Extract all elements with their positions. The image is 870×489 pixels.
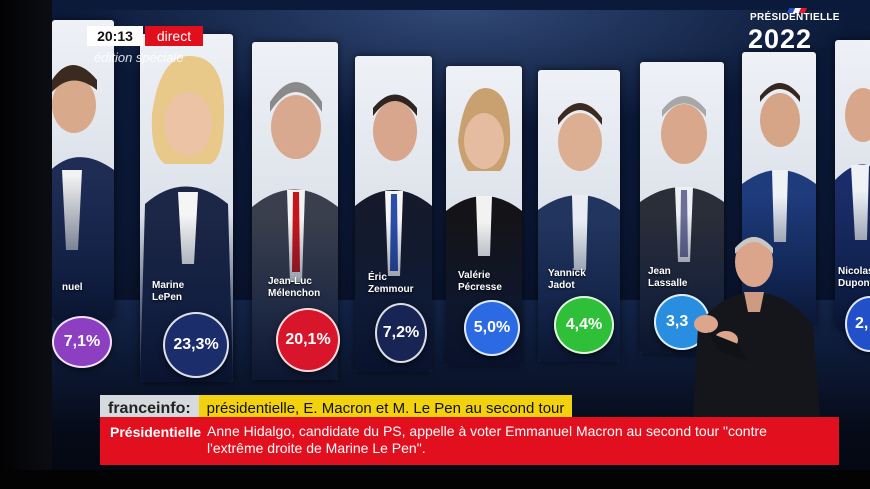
candidate-name-line2: Mélenchon [268,288,321,299]
candidate-score: 7,1% [52,316,112,368]
candidate-panel-1 [52,20,114,320]
candidate-name-line2: LePen [152,292,183,303]
live-badge: direct [145,26,203,46]
candidate-score: 5,0% [464,300,520,356]
candidate-name: Jean-Luc Mélenchon [268,276,320,300]
presidentielle-2022-logo: PRÉSIDENTIELLE 2022 [746,8,844,54]
logo-title: PRÉSIDENTIELLE [750,12,840,23]
candidate-name: Valérie Pécresse [458,270,502,294]
candidate-name: Éric Zemmour [368,272,414,296]
news-ticker: Présidentielle Anne Hidalgo, candidate d… [100,417,839,465]
candidate-name-line1: Nicolas [838,266,870,277]
candidate-name-line1: Marine [152,280,185,291]
flag-icon [786,8,808,13]
ticker-label: Présidentielle [110,424,202,440]
candidate-name: Yannick Jadot [548,268,586,292]
candidate-name-line2: Pécresse [458,282,502,293]
candidate-score: 23,3% [163,312,229,378]
sign-language-interpreter [693,237,820,417]
candidate-name-line2: Jadot [548,280,575,291]
logo-year: 2022 [748,24,813,54]
candidate-name: nuel [62,282,83,294]
tv-bezel-bottom [0,470,870,489]
candidate-name-line2: Lassalle [648,278,688,289]
candidate-score: 4,4% [554,296,614,354]
candidate-name-line1: Yannick [548,268,586,279]
candidate-name-line1: Valérie [458,270,491,281]
candidate-score: 7,2% [375,303,427,363]
edition-label: édition spéciale [94,50,184,65]
ticker-text: Anne Hidalgo, candidate du PS, appelle à… [207,423,767,456]
clock: 20:13 [87,26,143,46]
candidate-name-line2: Zemmour [368,284,414,295]
candidate-name-line1: Éric [368,272,387,283]
candidate-name: Marine LePen [152,280,184,304]
candidate-name-line1: Jean-Luc [268,276,312,287]
candidate-name-line2: Dupont [838,278,870,289]
candidate-name: Jean Lassalle [648,266,687,290]
candidate-name: Nicolas Dupont [838,266,870,290]
tv-bezel-left [0,0,52,489]
panel-shade [52,176,114,320]
candidate-name-line1: Jean [648,266,671,277]
candidate-name-line1: nuel [62,282,83,293]
brand-label: franceinfo: [100,395,199,422]
candidate-score: 20,1% [276,308,340,372]
